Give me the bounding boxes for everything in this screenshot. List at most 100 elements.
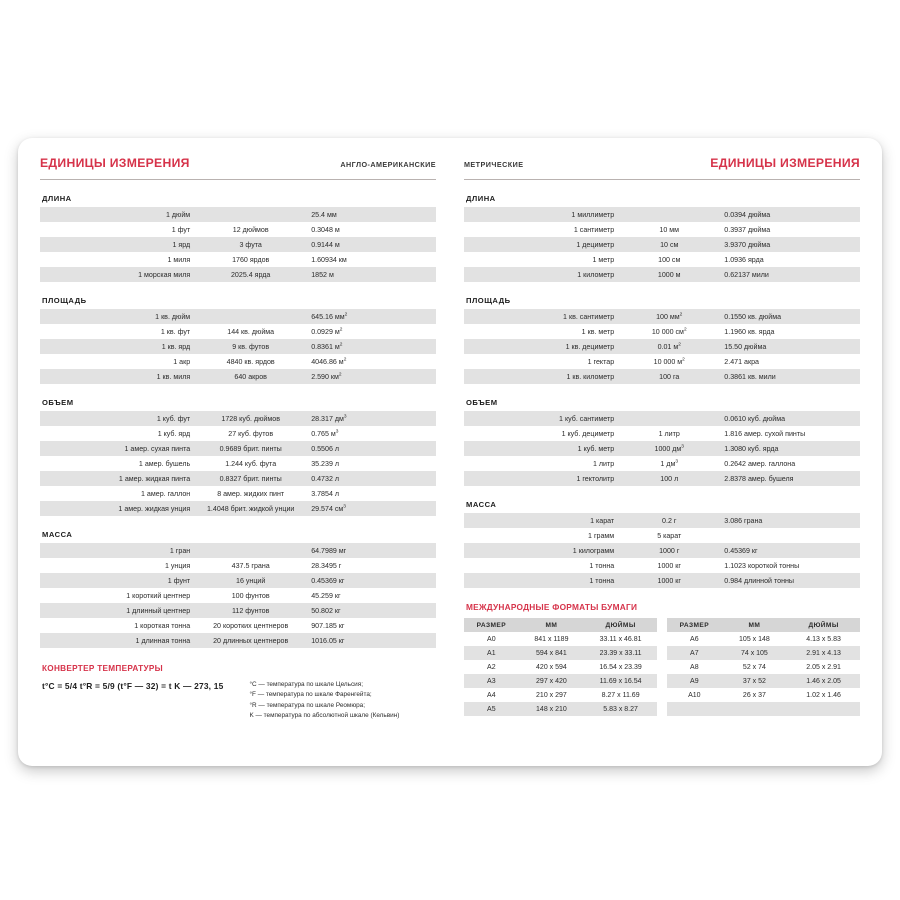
paper-row: A5 148 x 210 5.83 x 8.27: [464, 702, 657, 716]
cell-unit: 1 тонна: [589, 576, 615, 585]
paper-cell-mm: 105 x 148: [739, 635, 770, 643]
paper-cell-inch: 8.27 x 11.69: [601, 691, 640, 699]
paper-cell-size: A7: [690, 649, 699, 657]
cell-unit: 1 гран: [169, 546, 191, 555]
cell-equivalent: 100 мм2: [656, 312, 683, 321]
conversion-table: 1 кв. сантиметр 100 мм2 0.1550 кв. дюйма 1 …: [464, 309, 860, 384]
paper-header-row: РАЗМЕР ММ ДЮЙМЫ: [667, 618, 860, 632]
paper-row: A9 37 x 52 1.46 x 2.05: [667, 674, 860, 688]
cell-unit: 1 гектар: [587, 357, 615, 366]
conversion-table: 1 куб. фут 1728 куб. дюймов 28.317 дм3 1 ку…: [40, 411, 436, 516]
table-row: 1 амер. бушель 1.244 куб. фута 35.239 л: [40, 456, 436, 471]
paper-cell-mm: 148 x 210: [536, 705, 567, 713]
cell-equivalent: 16 унций: [236, 576, 266, 585]
conversion-section: МАССА 1 гран 64.7989 мг 1 унция 437.5 грана 2…: [40, 530, 436, 648]
cell-unit: 1 унция: [164, 561, 191, 570]
table-row: 1 гектолитр 100 л 2.8378 амер. бушеля: [464, 471, 860, 486]
paper-row: A4 210 x 297 8.27 x 11.69: [464, 688, 657, 702]
table-row: 1 гектар 10 000 м2 2.471 акра: [464, 354, 860, 369]
cell-unit: 1 дюйм: [165, 210, 191, 219]
section-title: ПЛОЩАДЬ: [466, 296, 511, 305]
cell-unit: 1 морская миля: [138, 270, 191, 279]
cell-value: 4046.86 м2: [311, 357, 347, 366]
cell-unit: 1 куб. фут: [156, 414, 191, 423]
cell-unit: 1 кв. дюйм: [155, 312, 191, 321]
cell-equivalent: 4840 кв. ярдов: [226, 357, 275, 366]
cell-unit: 1 метр: [592, 255, 615, 264]
cell-equivalent: 1 литр: [658, 429, 680, 438]
cell-equivalent: 1 дм3: [660, 459, 679, 468]
paper-col-size: РАЗМЕР: [464, 618, 519, 632]
cell-value: 2.8378 амер. бушеля: [724, 474, 794, 483]
table-row: 1 куб. дециметр 1 литр 1.816 амер. сухой п…: [464, 426, 860, 441]
paper-col-inch: ДЮЙМЫ: [787, 618, 860, 632]
cell-equivalent: [196, 207, 305, 222]
column-metric: МЕТРИЧЕСКИЕ ЕДИНИЦЫ ИЗМЕРЕНИЯ ДЛИНА 1 мил…: [450, 138, 882, 766]
legend-line: K — температура по абсолютной шкале (Кел…: [249, 712, 400, 720]
cell-unit: 1 ярд: [172, 240, 191, 249]
right-column-header: МЕТРИЧЕСКИЕ ЕДИНИЦЫ ИЗМЕРЕНИЯ: [464, 156, 860, 176]
table-row: 1 фут 12 дюймов 0.3048 м: [40, 222, 436, 237]
table-row: 1 длинная тонна 20 длинных центнеров 1016.…: [40, 633, 436, 648]
cell-value: 3.7854 л: [311, 489, 339, 498]
cell-unit: 1 амер. сухая пинта: [124, 444, 191, 453]
cell-value: 29.574 см3: [311, 504, 346, 513]
table-row: 1 куб. ярд 27 куб. футов 0.765 м3: [40, 426, 436, 441]
table-row: 1 кв. километр 100 га 0.3861 кв. мили: [464, 369, 860, 384]
cell-value: 0.9144 м: [311, 240, 340, 249]
right-sections: ДЛИНА 1 миллиметр 0.0394 дюйма 1 сантиметр 1…: [464, 194, 860, 588]
paper-cell-mm: 420 x 594: [536, 663, 567, 671]
paper-header-row: РАЗМЕР ММ ДЮЙМЫ: [464, 618, 657, 632]
paper-cell-inch: 23.39 x 33.11: [599, 649, 642, 657]
table-row: 1 миля 1760 ярдов 1.60934 км: [40, 252, 436, 267]
cell-equivalent: 1760 ярдов: [232, 255, 270, 264]
table-row: 1 километр 1000 м 0.62137 мили: [464, 267, 860, 282]
cell-unit: 1 куб. метр: [577, 444, 615, 453]
conversion-section: МАССА 1 карат 0.2 г 3.086 грана 1 грамм 5 кар…: [464, 500, 860, 588]
cell-equivalent: 0.9689 брит. пинты: [219, 444, 282, 453]
conversion-section: ОБЪЕМ 1 куб. сантиметр 0.0610 куб. дюйма 1 …: [464, 398, 860, 486]
cell-equivalent: 5 карат: [657, 531, 682, 540]
cell-equivalent: 640 акров: [234, 372, 267, 381]
paper-row: A1 594 x 841 23.39 x 33.11: [464, 646, 657, 660]
paper-table-left-wrap: РАЗМЕР ММ ДЮЙМЫ A0 841 x 1189 33.11 x 46.81 A1…: [464, 618, 657, 716]
cell-unit: 1 сантиметр: [573, 225, 615, 234]
cell-equivalent: 0.8327 брит. пинты: [219, 474, 282, 483]
cell-equivalent: [620, 411, 718, 426]
cell-equivalent: 112 фунтов: [231, 606, 270, 615]
cell-equivalent: 1728 куб. дюймов: [221, 414, 280, 423]
cell-value: 0.3937 дюйма: [724, 225, 771, 234]
cell-equivalent: [196, 309, 305, 324]
cell-equivalent: 1000 кг: [657, 561, 681, 570]
cell-unit: 1 кв. ярд: [161, 342, 191, 351]
conversion-section: ОБЪЕМ 1 куб. фут 1728 куб. дюймов 28.317 дм…: [40, 398, 436, 516]
table-row: 1 куб. фут 1728 куб. дюймов 28.317 дм3: [40, 411, 436, 426]
table-row: 1 кв. фут 144 кв. дюйма 0.0929 м2: [40, 324, 436, 339]
cell-equivalent: 27 куб. футов: [228, 429, 274, 438]
table-row: 1 амер. жидкая пинта 0.8327 брит. пинты 0.…: [40, 471, 436, 486]
paper-cell-size: A9: [690, 677, 699, 685]
table-row: 1 дециметр 10 см 3.9370 дюйма: [464, 237, 860, 252]
table-row: 1 грамм 5 карат: [464, 528, 860, 543]
paper-cell-size: A0: [487, 635, 496, 643]
cell-value: 0.45369 кг: [724, 546, 758, 555]
paper-col-size: РАЗМЕР: [667, 618, 722, 632]
temperature-converter-body: t°C = 5/4 t°R = 5/9 (t°F — 32) = t K — 2…: [40, 680, 436, 722]
paper-cell-inch: 4.13 x 5.83: [806, 635, 841, 643]
left-sections: ДЛИНА 1 дюйм 25.4 мм 1 фут 12 дюймов 0.3048 м…: [40, 194, 436, 648]
conversion-section: ПЛОЩАДЬ 1 кв. дюйм 645.16 мм2 1 кв. фут 144 …: [40, 296, 436, 384]
table-row: 1 кв. ярд 9 кв. футов 0.8361 м2: [40, 339, 436, 354]
cell-equivalent: [196, 543, 305, 558]
paper-col-mm: ММ: [518, 618, 585, 632]
legend-line: °F — температура по шкале Фаренгейта;: [249, 691, 372, 699]
paper-cell-mm: 74 x 105: [740, 649, 768, 657]
cell-value: 0.3861 кв. мили: [724, 372, 776, 381]
table-row: 1 унция 437.5 грана 28.3495 г: [40, 558, 436, 573]
cell-equivalent: 1.4048 брит. жидкой унции: [206, 504, 295, 513]
cell-value: 1852 м: [311, 270, 334, 279]
table-row: 1 куб. метр 1000 дм3 1.3080 куб. ярда: [464, 441, 860, 456]
cell-value: 0.0929 м2: [311, 327, 343, 336]
paper-row: A8 52 x 74 2.05 x 2.91: [667, 660, 860, 674]
cell-value: 1.60934 км: [311, 255, 347, 264]
cell-unit: 1 километр: [577, 270, 615, 279]
